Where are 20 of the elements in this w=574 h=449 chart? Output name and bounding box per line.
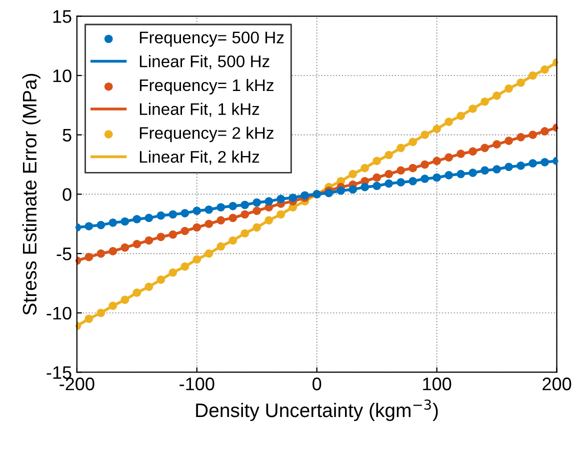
legend-label: Linear Fit, 500 Hz <box>140 55 270 70</box>
y-tick-label: -15 <box>46 366 72 379</box>
y-tick-label: 5 <box>62 128 72 142</box>
legend-label: Frequency= 2 kHz <box>140 126 274 142</box>
x-tick-label: -100 <box>180 378 214 390</box>
legend-label: Linear Fit, 2 kHz <box>140 150 260 165</box>
x-axis-title: Density Uncertainty (kgm$^{−3}$) <box>196 399 438 422</box>
y-tick-label: -5 <box>56 248 72 260</box>
y-tick-label: 10 <box>53 69 72 82</box>
legend-label: Frequency= 1 kHz <box>140 78 274 94</box>
x-tick-label: -200 <box>60 378 94 390</box>
legend-label: Linear Fit, 1 kHz <box>140 102 260 117</box>
x-tick-label: 0 <box>312 378 322 390</box>
y-tick-label: -10 <box>46 306 72 320</box>
y-tick-label: 0 <box>62 188 72 201</box>
legend-label: Frequency= 500 Hz <box>140 32 284 47</box>
y-tick-label: 15 <box>53 10 72 23</box>
y-axis-title: Stress Estimate Error (MPa) <box>22 74 40 315</box>
x-tick-label: 200 <box>542 378 572 390</box>
x-tick-label: 100 <box>423 378 452 390</box>
